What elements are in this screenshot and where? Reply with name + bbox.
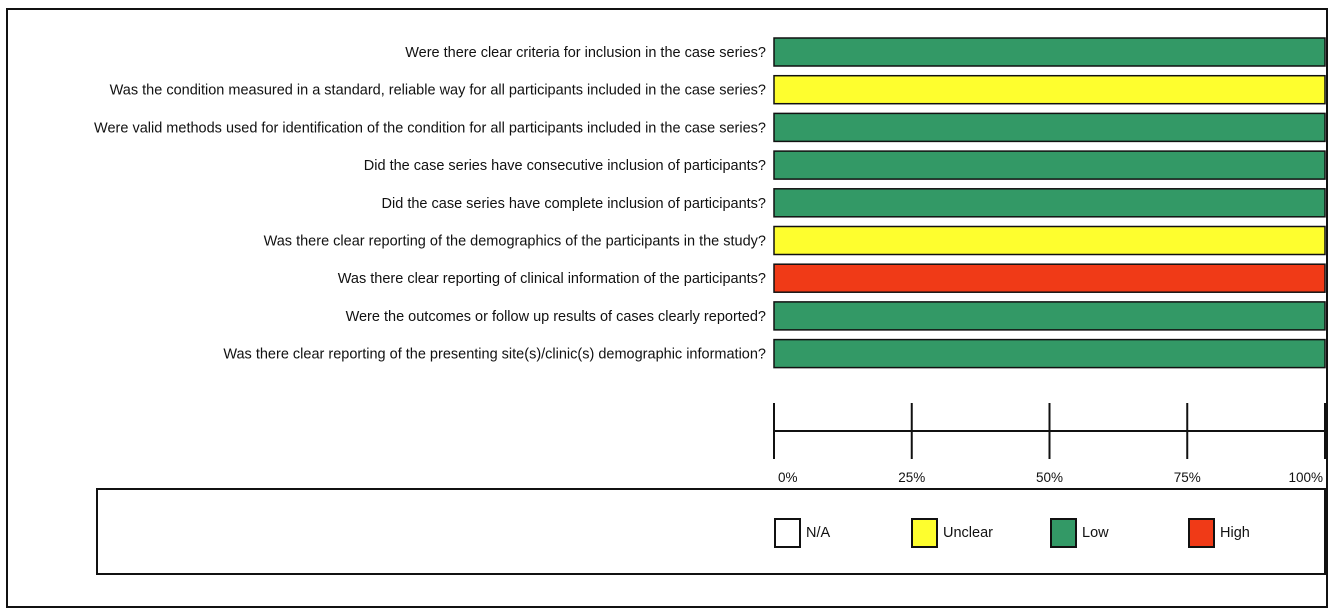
question-label: Was the condition measured in a standard… [110, 83, 766, 99]
x-axis: 0% 25% 50% 75% 100% [773, 403, 1326, 485]
bar-segment-low [773, 37, 1326, 67]
bar-segment-low [773, 301, 1326, 331]
legend-item-low: Low [1050, 516, 1109, 550]
question-labels: Were there clear criteria for inclusion … [94, 45, 766, 363]
bars [773, 37, 1326, 369]
question-label: Did the case series have consecutive inc… [364, 158, 766, 174]
legend-label-low: Low [1082, 525, 1109, 541]
question-label: Were there clear criteria for inclusion … [405, 45, 766, 61]
legend-item-na: N/A [774, 516, 830, 550]
x-tick-label: 50% [1036, 470, 1063, 485]
bar-segment-low [773, 150, 1326, 180]
legend-item-unclear: Unclear [911, 516, 993, 550]
legend-label-unclear: Unclear [943, 525, 993, 541]
legend-swatch-high [1188, 518, 1215, 548]
x-tick-label: 0% [778, 470, 798, 485]
x-tick-label: 100% [1288, 470, 1323, 485]
question-label: Were the outcomes or follow up results o… [346, 309, 766, 325]
bar-segment-low [773, 112, 1326, 143]
legend-swatch-low [1050, 518, 1077, 548]
x-tick-label: 25% [898, 470, 925, 485]
legend: N/A Unclear Low High [96, 488, 1326, 575]
x-tick-label: 75% [1174, 470, 1201, 485]
question-label: Was there clear reporting of the present… [223, 347, 766, 363]
question-label: Was there clear reporting of the demogra… [264, 234, 766, 250]
bar-segment-low [773, 338, 1326, 369]
legend-swatch-unclear [911, 518, 938, 548]
question-label: Were valid methods used for identificati… [94, 120, 766, 136]
question-label: Was there clear reporting of clinical in… [338, 271, 766, 287]
legend-label-na: N/A [806, 525, 831, 541]
bar-segment-unclear [773, 74, 1326, 105]
bar-segment-high [773, 263, 1326, 293]
bar-segment-unclear [773, 225, 1326, 256]
legend-swatch-na [774, 518, 801, 548]
question-label: Did the case series have complete inclus… [382, 196, 766, 212]
legend-label-high: High [1220, 525, 1250, 541]
bar-segment-low [773, 188, 1326, 218]
legend-item-high: High [1188, 516, 1250, 550]
